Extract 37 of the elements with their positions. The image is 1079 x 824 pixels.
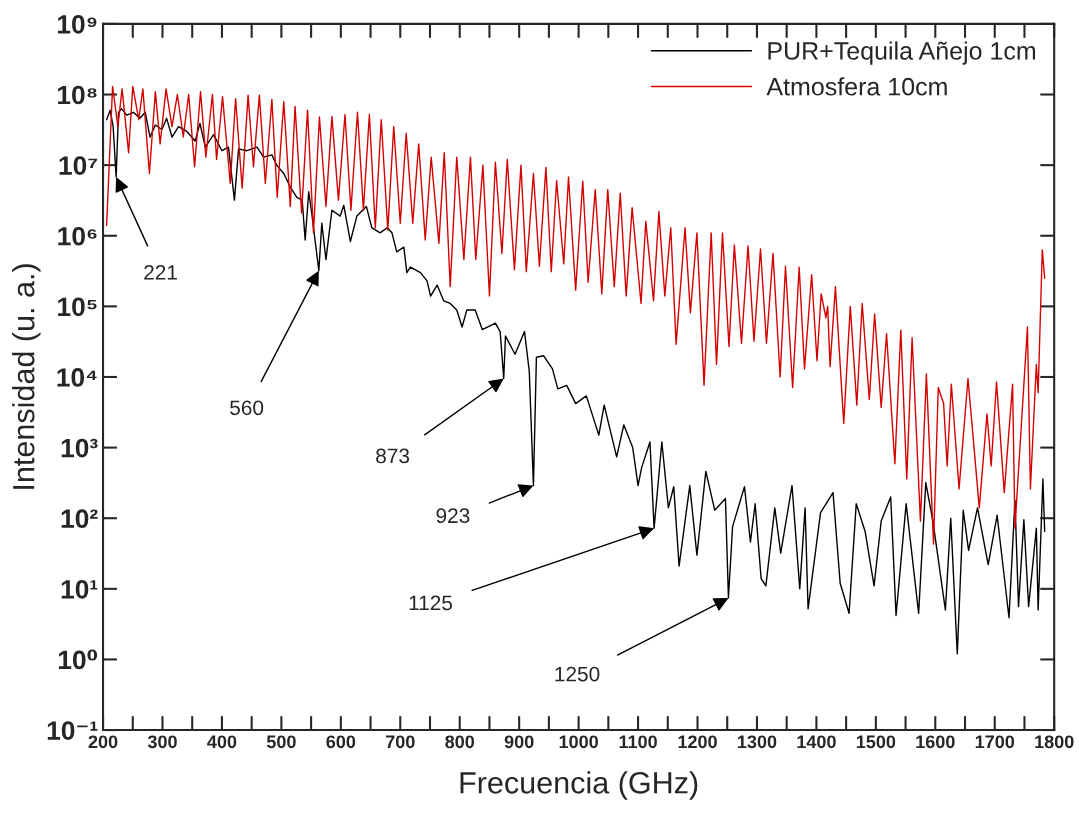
x-axis-title: Frecuencia (GHz) (460, 771, 698, 800)
y-tick-label: 10¹ (61, 579, 98, 599)
annotation: 873 (376, 448, 410, 464)
x-tick-label: 800 (445, 735, 475, 749)
x-tick-label: 600 (326, 735, 356, 749)
x-tick-label: 1200 (678, 735, 717, 749)
y-axis-title: Intensidad (u. a.) (12, 264, 41, 489)
y-tick-label: 10⁵ (58, 297, 97, 317)
x-tick-label: 300 (147, 735, 177, 749)
y-tick-label: 10⁰ (58, 649, 98, 670)
x-tick-label: 1800 (1035, 735, 1074, 749)
annotation: 1250 (555, 666, 600, 682)
x-tick-label: 1300 (738, 735, 777, 749)
legend-label: Atmosfera 10cm (766, 77, 947, 96)
annotation: 1125 (409, 595, 453, 611)
y-tick-label: 10³ (61, 438, 98, 458)
x-tick-label: 1400 (797, 735, 836, 749)
x-tick-label: 400 (207, 735, 237, 749)
annotation: 221 (144, 265, 177, 280)
y-tick-label: 10⁴ (57, 368, 97, 387)
annotation: 560 (230, 400, 264, 416)
annotation: 923 (436, 508, 470, 524)
x-tick-label: 900 (504, 735, 534, 749)
line-series (105, 107, 1046, 655)
x-tick-label: 700 (385, 735, 415, 749)
x-tick-label: 500 (266, 735, 296, 749)
y-tick-label: 10⁷ (59, 156, 98, 175)
x-tick-label: 1600 (916, 735, 955, 749)
y-tick-label: 10² (61, 509, 98, 529)
y-tick-label: 10⁸ (58, 85, 97, 105)
x-tick-label: 1100 (619, 735, 657, 749)
x-tick-label: 1500 (856, 735, 896, 749)
x-tick-label: 1000 (559, 735, 598, 749)
y-tick-label: 10⁹ (57, 15, 97, 34)
y-tick-label: 10⁶ (58, 226, 97, 246)
x-tick-label: 1700 (975, 735, 1015, 749)
legend-label: PUR+Tequila Añejo 1cm (768, 41, 1036, 65)
